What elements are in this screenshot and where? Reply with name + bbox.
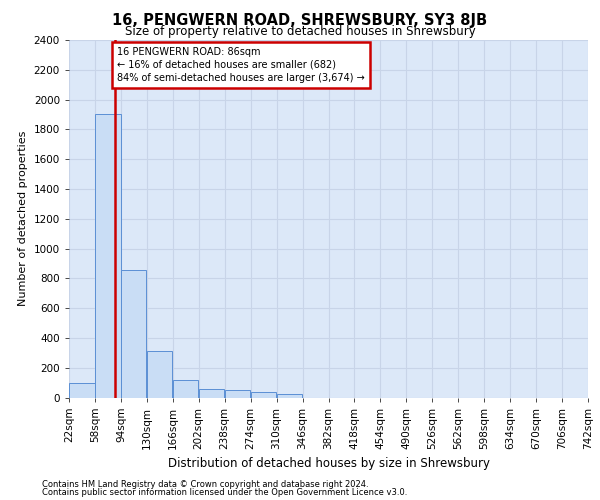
X-axis label: Distribution of detached houses by size in Shrewsbury: Distribution of detached houses by size … [167,457,490,470]
Bar [225,390,250,398]
Bar [121,270,146,398]
Bar [277,394,302,398]
Y-axis label: Number of detached properties: Number of detached properties [18,131,28,306]
Text: Contains public sector information licensed under the Open Government Licence v3: Contains public sector information licen… [42,488,407,497]
Bar [70,382,95,398]
Bar [251,392,276,398]
Bar [199,388,224,398]
Bar [95,114,121,398]
Text: 16, PENGWERN ROAD, SHREWSBURY, SY3 8JB: 16, PENGWERN ROAD, SHREWSBURY, SY3 8JB [112,12,488,28]
Bar [147,350,172,398]
Text: Size of property relative to detached houses in Shrewsbury: Size of property relative to detached ho… [125,25,475,38]
Text: Contains HM Land Registry data © Crown copyright and database right 2024.: Contains HM Land Registry data © Crown c… [42,480,368,489]
Text: 16 PENGWERN ROAD: 86sqm
← 16% of detached houses are smaller (682)
84% of semi-d: 16 PENGWERN ROAD: 86sqm ← 16% of detache… [117,46,365,83]
Bar [173,380,199,398]
